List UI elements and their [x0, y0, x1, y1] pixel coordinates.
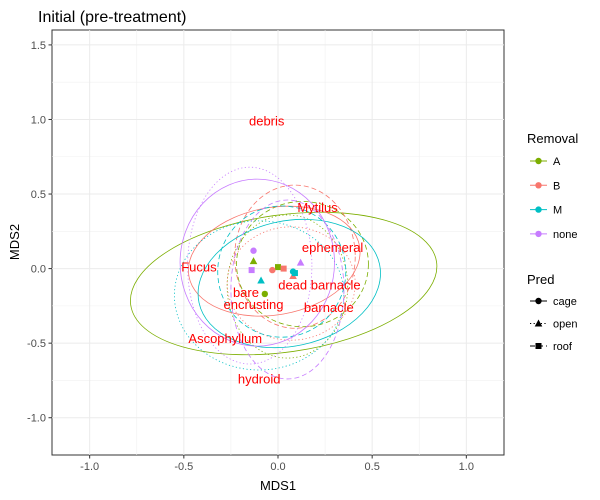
y-tick-label: 1.5: [31, 40, 46, 52]
legend-pred-label: roof: [553, 341, 573, 353]
ellipse-m-roof: [217, 205, 347, 338]
legend-pred-key: [535, 297, 542, 305]
y-tick-label: 1.0: [31, 114, 46, 126]
centroid-none-cage: [250, 247, 257, 254]
centroid-a-roof: [275, 264, 281, 271]
legend-pred-label: cage: [553, 296, 577, 308]
y-axis-title: MDS2: [7, 224, 22, 260]
centroid-layer: [248, 247, 305, 298]
species-label-debris: debris: [249, 113, 285, 128]
ellipse-a-roof: [236, 201, 369, 328]
plot-title: Initial (pre-treatment): [38, 9, 187, 26]
centroid-m-roof: [291, 270, 298, 277]
y-axis-ticks: -1.0 -0.5 0.0 0.5 1.0 1.5: [27, 40, 52, 425]
species-label-hydroid: hydroid: [238, 371, 281, 386]
grid-major: [52, 30, 504, 455]
x-tick-label: 0.5: [365, 461, 380, 473]
x-tick-label: -0.5: [174, 461, 193, 473]
centroid-b-cage: [269, 266, 276, 274]
species-label-dead-barnacle: dead barnacle: [278, 278, 360, 293]
y-tick-label: 0.0: [31, 264, 46, 276]
ellipse-b-cage: [188, 205, 361, 317]
legend-removal-label: B: [553, 180, 560, 192]
legend-removal-key: [535, 230, 542, 238]
species-label-encrusting: encrusting: [224, 297, 284, 312]
x-tick-label: 1.0: [459, 461, 474, 473]
legend-removal-key: [535, 157, 542, 165]
ellipse-none-cage: [179, 178, 335, 347]
centroid-b-roof: [280, 265, 287, 272]
species-label-layer: debris Mytilus ephemeral Fucus dead barnacle…: [181, 113, 363, 386]
ellipse-m-open: [174, 220, 345, 371]
species-label-ephemeral: ephemeral: [302, 240, 364, 255]
ellipse-a-open: [226, 214, 349, 359]
centroid-a-cage: [261, 290, 269, 298]
y-tick-label: 0.5: [31, 189, 46, 201]
legend-removal-label: M: [553, 205, 562, 217]
species-label-fucus: Fucus: [181, 260, 217, 275]
ellipse-b-open: [226, 226, 356, 341]
ellipse-b-roof: [234, 184, 356, 329]
species-label-bare: bare: [233, 285, 259, 300]
species-label-mytilus: Mytilus: [297, 200, 338, 215]
legend-pred-key: [535, 343, 542, 349]
legend-title-removal: Removal: [527, 131, 578, 146]
ellipse-none-open: [187, 166, 313, 365]
ellipse-none-roof: [230, 199, 345, 380]
species-label-barnacle: barnacle: [304, 300, 354, 315]
y-tick-label: -1.0: [27, 413, 46, 425]
x-tick-label: 0.0: [270, 461, 285, 473]
legend-removal-label: A: [553, 156, 561, 168]
ellipse-m-cage: [197, 218, 381, 349]
y-tick-label: -0.5: [27, 338, 46, 350]
centroid-m-open: [257, 276, 265, 284]
centroid-none-open: [296, 258, 305, 266]
legend-pred-label: open: [553, 319, 577, 331]
ellipse-layer: [130, 166, 438, 380]
legend-pred-items: cage open roof: [530, 296, 577, 353]
legend-removal-label: none: [553, 229, 577, 241]
legend-removal-key: [535, 206, 542, 213]
legend-title-pred: Pred: [527, 272, 554, 287]
x-axis-ticks: -1.0 -0.5 0.0 0.5 1.0: [80, 455, 474, 473]
legend-removal-key: [535, 182, 542, 189]
species-label-ascophyllum: Ascophyllum: [188, 331, 262, 346]
x-tick-label: -1.0: [80, 461, 99, 473]
centroid-a-open: [249, 257, 258, 265]
ellipse-a-cage: [130, 211, 438, 356]
centroid-none-roof: [248, 267, 255, 274]
legend-pred-key: [534, 319, 543, 327]
x-axis-title: MDS1: [260, 478, 296, 493]
